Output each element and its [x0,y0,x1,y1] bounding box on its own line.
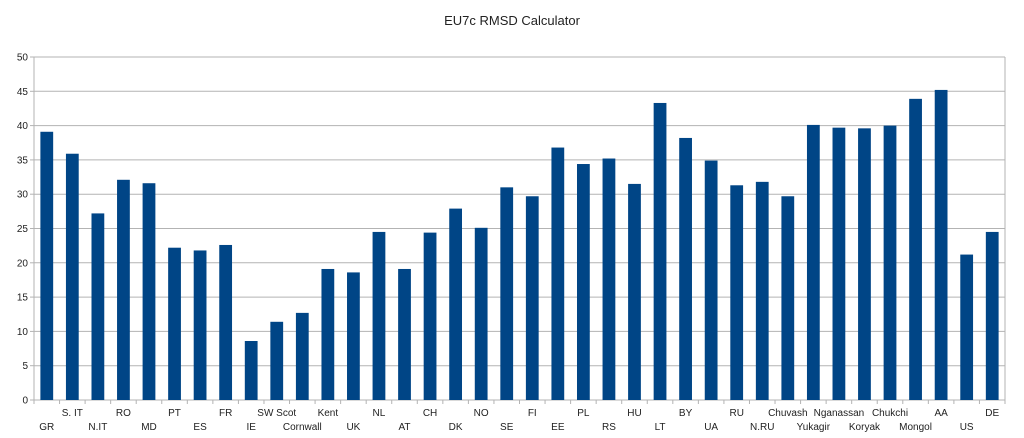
y-tick-label: 20 [17,258,29,269]
x-tick-label: Mongol [899,422,932,433]
y-tick-label: 40 [17,121,29,132]
y-tick-label: 10 [17,327,29,338]
x-tick-label: FI [528,408,537,419]
bar [653,102,667,400]
x-tick-label: RS [602,422,616,433]
bar [168,247,181,400]
bar [525,196,539,400]
x-tick-label: ES [193,422,207,433]
bar [295,312,309,400]
x-tick-label: UK [346,422,360,433]
x-tick-label: SW Scot [257,408,296,419]
bar [142,183,156,400]
bar [219,244,233,400]
bar [244,341,258,400]
x-tick-label: S. IT [62,408,83,419]
x-tick-label: IE [246,422,256,433]
x-tick-label: PL [577,408,590,419]
bar [500,187,514,400]
bar [985,231,999,400]
x-tick-label: RU [729,408,743,419]
bar [704,160,718,400]
bar [40,131,54,401]
x-tick-label: Kent [318,408,339,419]
bar [602,158,616,400]
x-tick-label: N.IT [88,422,107,433]
x-tick-label: Cornwall [283,422,322,433]
bar [423,232,437,400]
bar [193,250,207,400]
x-tick-label: MD [141,422,157,433]
bar [628,183,641,400]
bar [934,89,948,400]
x-tick-label: HU [627,408,641,419]
x-tick-label: DE [985,408,999,419]
x-tick-label: Chuvash [768,408,807,419]
x-tick-label: AT [398,422,410,433]
x-tick-label: Yukagir [797,422,831,433]
chart-title: EU7c RMSD Calculator [444,13,580,28]
y-tick-label: 25 [17,224,29,235]
bar [321,268,335,400]
x-tick-label: FR [219,408,232,419]
bar [449,208,463,400]
y-tick-label: 45 [17,87,29,98]
x-tick-label: NO [474,408,489,419]
y-tick-label: 15 [17,293,29,304]
x-tick-label: UA [704,422,718,433]
bar [117,179,130,400]
x-tick-label: Nganassan [814,408,865,419]
bar [91,213,105,400]
bar [858,128,871,400]
bar [270,321,284,400]
x-tick-label: AA [934,408,948,419]
bar [551,147,565,400]
bar [781,196,795,400]
x-tick-label: PT [168,408,181,419]
x-tick-label: GR [39,422,54,433]
x-tick-label: EE [551,422,565,433]
bar [65,153,79,400]
bar [832,127,846,401]
x-tick-label: US [960,422,974,433]
bar [679,137,692,400]
bar [576,164,590,400]
y-tick-label: 5 [22,361,28,372]
bar [960,254,974,400]
x-tick-label: NL [373,408,386,419]
bar [806,124,820,400]
y-tick-label: 50 [17,53,29,64]
bar [347,272,360,400]
bar [730,185,744,400]
x-tick-label: Koryak [849,422,881,433]
x-tick-label: SE [500,422,514,433]
y-tick-label: 35 [17,155,29,166]
y-tick-label: 30 [17,190,29,201]
x-tick-label: RO [116,408,131,419]
x-tick-label: DK [449,422,463,433]
bar [883,125,897,400]
x-tick-label: N.RU [750,422,774,433]
bar [755,181,769,400]
bar [372,231,386,400]
bar [398,268,411,400]
x-tick-label: Chukchi [872,408,908,419]
y-tick-label: 0 [22,396,28,407]
bar [909,98,922,400]
x-tick-label: CH [423,408,437,419]
x-tick-label: LT [655,422,666,433]
bar [474,227,488,400]
x-tick-label: BY [679,408,693,419]
